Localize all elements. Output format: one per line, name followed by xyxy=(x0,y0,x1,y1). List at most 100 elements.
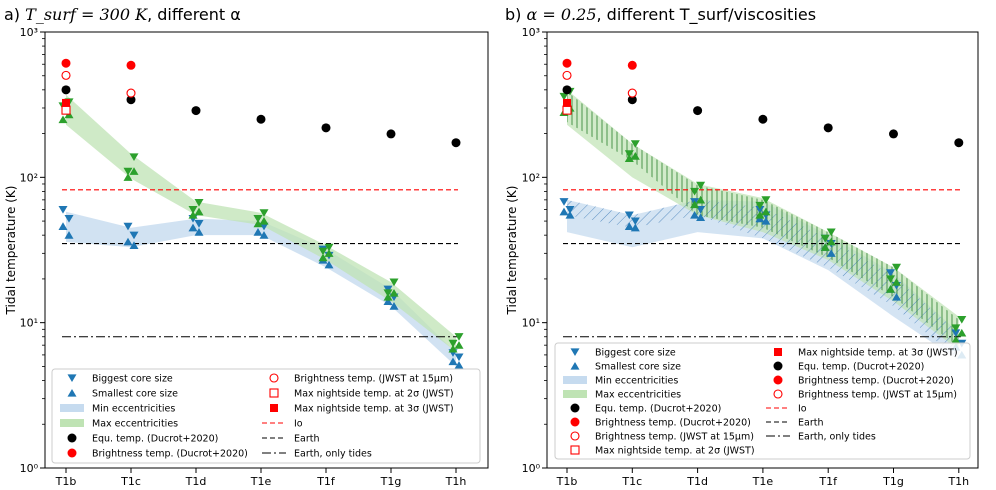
legend-label: Brightness temp. (JWST at 15μm) xyxy=(595,432,754,443)
legend-label: Io xyxy=(798,404,807,415)
smallest-core-marker xyxy=(123,237,133,246)
panel-b-axis: 10⁰ 10¹ 10² 10³ T1b T1c T1d T1e T1f T1g T1h xyxy=(522,26,970,488)
legend-label: Brightness temp. (Ducrot+2020) xyxy=(595,418,751,429)
x-tick-label: T1b xyxy=(556,475,578,488)
smallest-core-marker xyxy=(957,328,967,337)
legend-handle xyxy=(773,361,783,371)
brightness-ducrot-point xyxy=(562,58,572,68)
brightness-jwst-point xyxy=(627,88,637,98)
smallest-core-marker xyxy=(253,219,263,228)
biggest-core-marker xyxy=(194,220,204,228)
smallest-core-marker xyxy=(194,207,204,216)
biggest-core-marker xyxy=(886,275,895,283)
legend-label: Equ. temp. (Ducrot+2020) xyxy=(798,362,924,373)
brightness-ducrot-point xyxy=(61,58,71,68)
panel-b-marks xyxy=(559,58,967,359)
x-tick-label: T1e xyxy=(752,475,774,488)
smallest-core-marker xyxy=(630,223,640,232)
legend-handle xyxy=(563,390,587,398)
x-tick-label: T1d xyxy=(185,475,207,488)
smallest-core-marker xyxy=(188,211,198,219)
biggest-core-marker xyxy=(448,339,458,348)
smallest-core-marker xyxy=(129,241,139,250)
panel-b-bands xyxy=(567,89,959,361)
biggest-core-marker xyxy=(761,196,771,204)
smallest-core-marker xyxy=(886,285,895,293)
y-tick-label: 10¹ xyxy=(20,317,38,330)
equ-temp-point xyxy=(954,138,964,148)
smallest-core-marker xyxy=(58,115,68,124)
panel-a-ylabel: Tidal temperature (K) xyxy=(4,186,18,316)
smallest-core-marker xyxy=(630,152,640,160)
brightness-jwst-point xyxy=(126,88,136,98)
smallest-core-marker xyxy=(761,217,771,225)
smallest-core-marker xyxy=(454,341,464,349)
biggest-core-marker xyxy=(383,285,393,294)
max-eccentricity-hatch xyxy=(567,91,959,348)
biggest-core-marker xyxy=(64,215,74,223)
biggest-core-marker xyxy=(259,209,269,217)
biggest-core-marker xyxy=(253,215,263,223)
brightness-ducrot-point xyxy=(126,60,136,70)
x-tick-label: T1g xyxy=(882,475,904,488)
smallest-core-marker xyxy=(690,211,700,219)
legend-label: Brightness temp. (Ducrot+2020) xyxy=(798,376,954,387)
panel-b-ylabel: Tidal temperature (K) xyxy=(505,186,519,316)
equ-temp-point xyxy=(61,85,71,95)
legend-handle xyxy=(67,388,77,397)
legend-box xyxy=(554,342,971,460)
biggest-core-marker xyxy=(892,263,901,272)
legend-handle xyxy=(269,388,279,398)
biggest-core-marker xyxy=(624,211,634,220)
legend-handle xyxy=(773,375,783,385)
smallest-core-marker xyxy=(696,195,706,204)
legend-label: Biggest core size xyxy=(92,374,173,385)
biggest-core-marker xyxy=(324,243,334,252)
max-night-2sigma-point xyxy=(61,105,71,115)
legend-label: Min eccentricities xyxy=(92,404,175,415)
x-tick-label: T1f xyxy=(818,475,838,488)
legend-label: Max nightside temp. at 2σ (JWST) xyxy=(595,446,755,457)
legend-label: Brightness temp. (JWST at 15μm) xyxy=(294,374,453,385)
x-tick-label: T1h xyxy=(947,475,969,488)
legend-label: Equ. temp. (Ducrot+2020) xyxy=(92,434,218,445)
legend-handle xyxy=(270,404,278,412)
biggest-core-marker xyxy=(454,333,464,341)
biggest-core-marker xyxy=(559,198,569,206)
legend-box xyxy=(51,368,481,464)
legend-label: Equ. temp. (Ducrot+2020) xyxy=(595,404,721,415)
y-tick-label: 10³ xyxy=(522,26,540,39)
legend-label: Brightness temp. (JWST at 15μm) xyxy=(798,390,957,401)
smallest-core-marker xyxy=(383,297,393,306)
x-tick-label: T1d xyxy=(686,475,708,488)
biggest-core-marker xyxy=(820,234,830,243)
smallest-core-marker xyxy=(383,293,393,301)
panel-a-bands xyxy=(66,94,456,367)
legend-label: Earth, only tides xyxy=(798,432,876,443)
biggest-core-marker xyxy=(630,217,640,226)
smallest-core-marker xyxy=(259,231,269,239)
smallest-core-marker xyxy=(64,231,74,239)
legend-label: Earth xyxy=(294,434,319,445)
smallest-core-marker xyxy=(951,335,961,344)
legend-label: Min eccentricities xyxy=(595,376,678,387)
legend-handle xyxy=(774,348,782,356)
biggest-core-marker xyxy=(194,199,204,207)
equ-temp-point xyxy=(562,85,572,95)
equ-temp-point xyxy=(386,129,396,139)
smallest-core-marker xyxy=(253,228,263,236)
panel-b: b) α = 0.25, different T_surf/viscositie… xyxy=(505,5,979,488)
legend-handle xyxy=(67,374,77,383)
x-tick-label: T1g xyxy=(380,475,402,488)
smallest-core-marker xyxy=(389,288,399,297)
biggest-core-marker xyxy=(630,140,640,148)
equ-temp-point xyxy=(126,95,136,105)
legend-label: Smallest core size xyxy=(92,389,178,400)
smallest-core-marker xyxy=(194,228,204,236)
smallest-core-marker xyxy=(389,302,399,310)
biggest-core-marker xyxy=(696,181,706,190)
legend-handle xyxy=(570,445,580,455)
smallest-core-marker xyxy=(318,253,328,262)
biggest-core-marker xyxy=(129,231,139,240)
